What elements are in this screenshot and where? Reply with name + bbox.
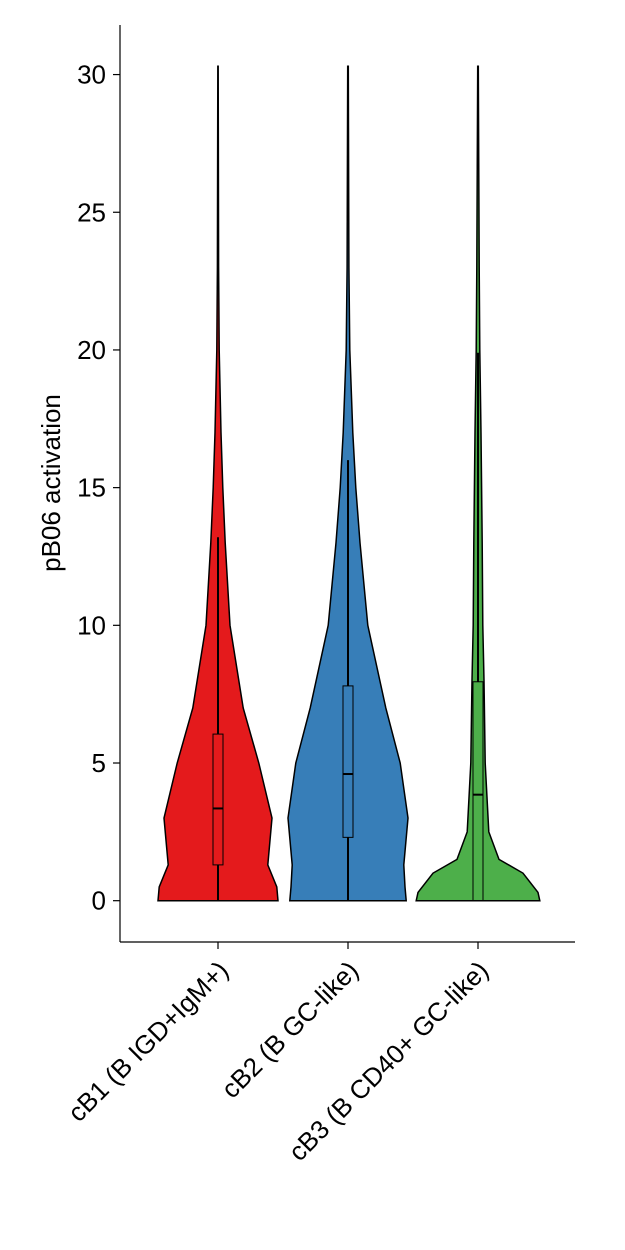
x-tick-label: cB2 (B GC-like) — [215, 955, 364, 1104]
y-tick-label: 5 — [92, 748, 106, 778]
y-tick-label: 25 — [77, 197, 106, 227]
y-tick-label: 30 — [77, 60, 106, 90]
y-tick-label: 10 — [77, 610, 106, 640]
y-axis-label: pB06 activation — [36, 394, 66, 572]
y-tick-label: 0 — [92, 886, 106, 916]
box — [472, 681, 484, 902]
x-tick-label: cB1 (B IGD+IgM+) — [62, 955, 234, 1127]
box — [212, 733, 224, 866]
y-tick-label: 15 — [77, 473, 106, 503]
box — [342, 685, 354, 838]
y-tick-label: 20 — [77, 335, 106, 365]
violin — [157, 65, 279, 902]
